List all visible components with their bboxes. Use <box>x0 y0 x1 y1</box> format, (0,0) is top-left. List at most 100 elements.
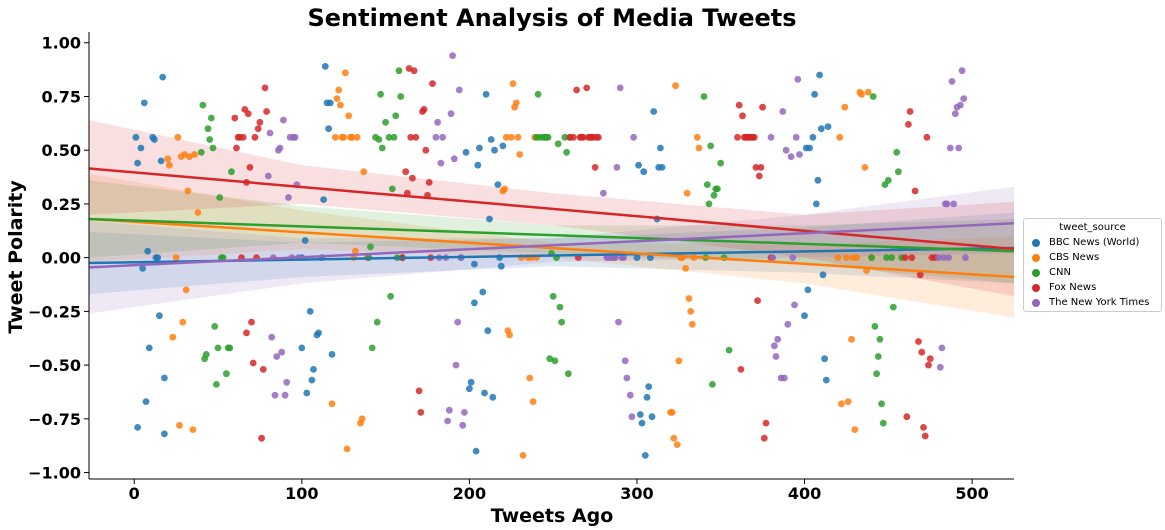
data-point <box>164 155 172 163</box>
data-point <box>819 271 827 279</box>
data-point <box>353 133 361 141</box>
data-point <box>620 254 627 261</box>
data-point <box>280 116 287 124</box>
legend-label: BBC News (World) <box>1049 237 1140 248</box>
regression-line <box>88 167 1015 251</box>
data-point <box>693 133 701 141</box>
data-point <box>876 335 884 343</box>
data-point <box>390 133 398 141</box>
data-point <box>895 168 902 176</box>
data-point <box>804 286 812 294</box>
data-point <box>811 90 818 98</box>
data-point <box>450 155 458 163</box>
data-point <box>945 254 952 261</box>
data-point <box>626 391 634 399</box>
data-point <box>921 432 929 440</box>
data-point <box>946 144 954 152</box>
data-point <box>434 118 441 126</box>
data-point <box>246 164 254 171</box>
data-point <box>591 164 599 171</box>
legend-label: CNN <box>1049 267 1071 278</box>
data-point <box>551 357 559 365</box>
data-point <box>392 112 400 120</box>
data-point <box>278 348 286 356</box>
data-point <box>459 421 467 429</box>
data-point <box>879 419 887 427</box>
data-point <box>276 144 284 152</box>
data-point <box>375 136 383 143</box>
data-point <box>337 101 344 109</box>
data-point <box>796 151 803 158</box>
data-point <box>385 133 393 141</box>
data-point <box>682 265 689 272</box>
data-point <box>821 355 828 363</box>
data-point <box>455 86 463 94</box>
data-point <box>673 441 681 448</box>
data-point <box>735 101 743 109</box>
data-point <box>228 168 235 176</box>
data-point <box>172 254 180 261</box>
data-point <box>544 133 552 141</box>
legend-label: The New York Times <box>1049 297 1150 308</box>
data-point <box>633 254 641 261</box>
data-point <box>415 387 423 395</box>
data-point <box>471 260 478 268</box>
data-point <box>759 103 766 111</box>
data-point <box>950 200 958 208</box>
data-point <box>176 421 183 429</box>
data-point <box>883 254 890 261</box>
data-point <box>752 164 760 171</box>
data-point <box>769 254 777 261</box>
data-point <box>233 144 240 152</box>
data-point <box>791 301 798 309</box>
regression-line <box>88 217 1015 253</box>
data-point <box>864 88 872 96</box>
data-point <box>454 318 462 326</box>
data-point <box>461 409 468 416</box>
legend-item: CBS News <box>1024 250 1161 265</box>
data-point <box>650 108 658 115</box>
data-point <box>709 381 716 388</box>
data-point <box>918 348 926 356</box>
y-tick-label: 0.50 <box>42 141 81 160</box>
data-point <box>809 133 817 141</box>
data-point <box>754 297 761 304</box>
data-point <box>420 106 428 113</box>
data-point <box>739 112 746 120</box>
data-point <box>484 327 492 335</box>
data-point <box>960 95 968 102</box>
data-point <box>268 333 276 341</box>
legend-title: tweet_source <box>1059 222 1126 233</box>
data-point <box>951 110 959 118</box>
data-point <box>184 187 192 195</box>
data-point <box>368 344 376 352</box>
data-point <box>333 95 341 102</box>
data-point <box>491 146 498 154</box>
data-point <box>264 172 272 180</box>
data-point <box>145 344 153 352</box>
legend-marker <box>1032 268 1040 277</box>
data-point <box>705 200 713 208</box>
data-point <box>613 164 621 171</box>
data-point <box>843 254 850 261</box>
data-point <box>771 342 778 350</box>
data-point <box>648 413 656 421</box>
data-point <box>343 445 351 453</box>
data-point <box>266 129 274 137</box>
data-point <box>335 86 343 94</box>
regression-line <box>88 222 1015 269</box>
data-point <box>554 140 562 148</box>
data-point <box>425 179 433 186</box>
data-point <box>489 393 497 401</box>
data-point <box>687 308 694 315</box>
data-point <box>258 434 265 442</box>
data-point <box>878 400 885 408</box>
data-point <box>142 398 150 405</box>
data-point <box>623 374 631 382</box>
data-point <box>925 361 932 369</box>
data-point <box>888 254 896 261</box>
y-axis-label: Tweet Polarity <box>5 180 27 334</box>
data-point <box>725 346 733 354</box>
data-point <box>367 243 374 251</box>
data-point <box>516 151 524 158</box>
